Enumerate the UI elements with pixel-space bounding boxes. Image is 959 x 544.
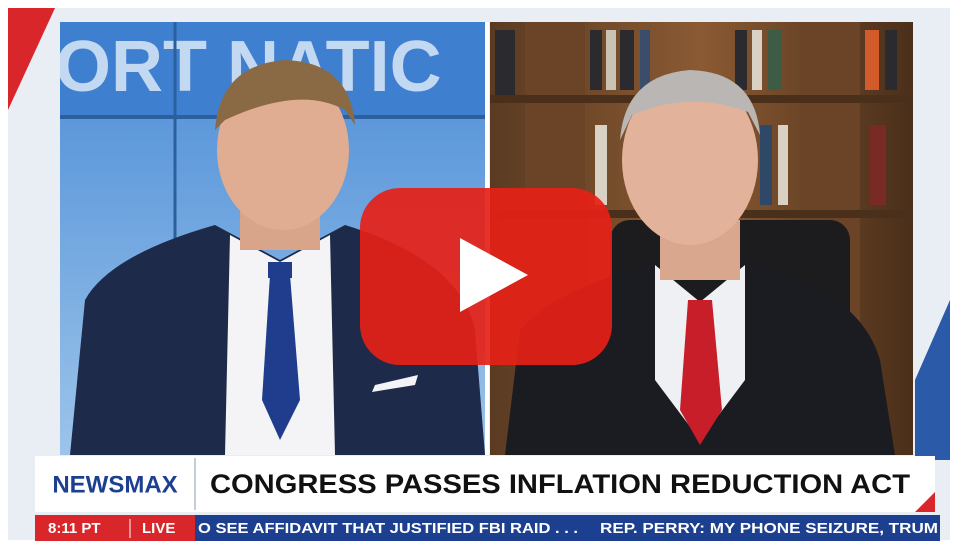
play-button[interactable] [360, 188, 612, 365]
video-thumbnail[interactable]: ORT NATIC [0, 0, 959, 544]
ticker-item: O SEE AFFIDAVIT THAT JUSTIFIED FBI RAID … [198, 520, 578, 537]
headline: CONGRESS PASSES INFLATION REDUCTION ACT [210, 469, 911, 499]
ticker: 8:11 PT LIVE O SEE AFFIDAVIT THAT JUSTIF… [35, 515, 940, 541]
ticker-item: REP. PERRY: MY PHONE SEIZURE, TRUM [600, 520, 938, 537]
brand: NEWSMAX [52, 471, 177, 498]
live-status: LIVE [142, 520, 175, 537]
time: 8:11 PT [48, 520, 101, 537]
lower-third: NEWSMAX CONGRESS PASSES INFLATION REDUCT… [35, 456, 935, 512]
